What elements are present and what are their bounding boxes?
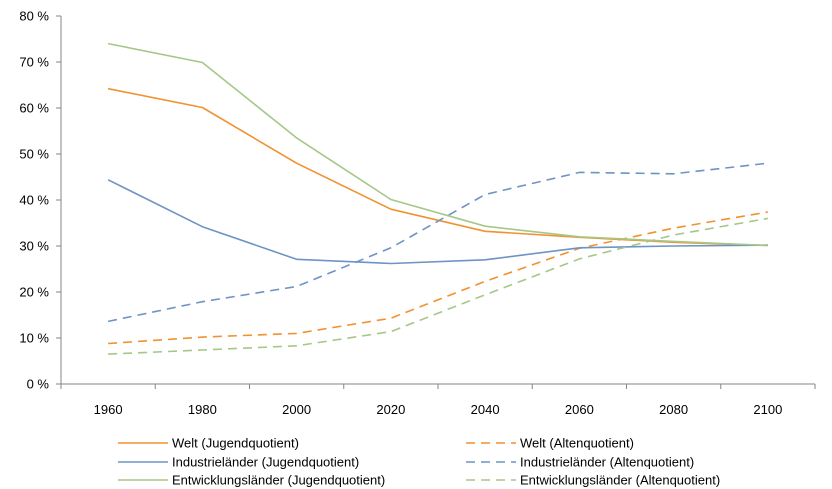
legend-label: Welt (Jugendquotient) xyxy=(172,436,299,451)
chart-axes: 0 % 10 % 20 % 30 % 40 % 50 % 60 % 70 % 80 % 1960 1… xyxy=(19,9,816,417)
x-tick-label: 2040 xyxy=(471,402,500,417)
chart-legend: Welt (Jugendquotient) Welt (Altenquotient… xyxy=(118,436,720,488)
y-tick-label: 50 % xyxy=(19,147,49,162)
x-tick-label: 1980 xyxy=(188,402,217,417)
x-tick-label: 2080 xyxy=(659,402,688,417)
series-line-5 xyxy=(107,42,768,247)
chart-series xyxy=(107,42,769,355)
y-tick-label: 20 % xyxy=(19,285,49,300)
legend-label: Entwicklungsländer (Jugendquotient) xyxy=(172,473,385,488)
x-tick-label: 2000 xyxy=(282,402,311,417)
series-line-2 xyxy=(108,211,769,345)
x-tick-label: 2020 xyxy=(376,402,405,417)
y-tick-label: 40 % xyxy=(19,193,49,208)
y-tick-label: 80 % xyxy=(19,9,49,24)
series-line-4 xyxy=(107,162,768,323)
x-tick-label: 2100 xyxy=(753,402,782,417)
legend-label: Industrieländer (Altenquotient) xyxy=(520,455,694,470)
y-tick-label: 30 % xyxy=(19,239,49,254)
y-tick-label: 70 % xyxy=(19,55,49,70)
legend-label: Welt (Altenquotient) xyxy=(520,436,634,451)
series-line-3 xyxy=(107,179,768,265)
y-tick-label: 10 % xyxy=(19,331,49,346)
y-tick-label: 0 % xyxy=(27,377,50,392)
legend-label: Entwicklungsländer (Altenquotient) xyxy=(520,473,720,488)
y-tick-label: 60 % xyxy=(19,101,49,116)
series-line-6 xyxy=(108,217,769,355)
x-tick-label: 2060 xyxy=(565,402,594,417)
x-tick-label: 1960 xyxy=(94,402,123,417)
legend-label: Industrieländer (Jugendquotient) xyxy=(172,455,359,470)
